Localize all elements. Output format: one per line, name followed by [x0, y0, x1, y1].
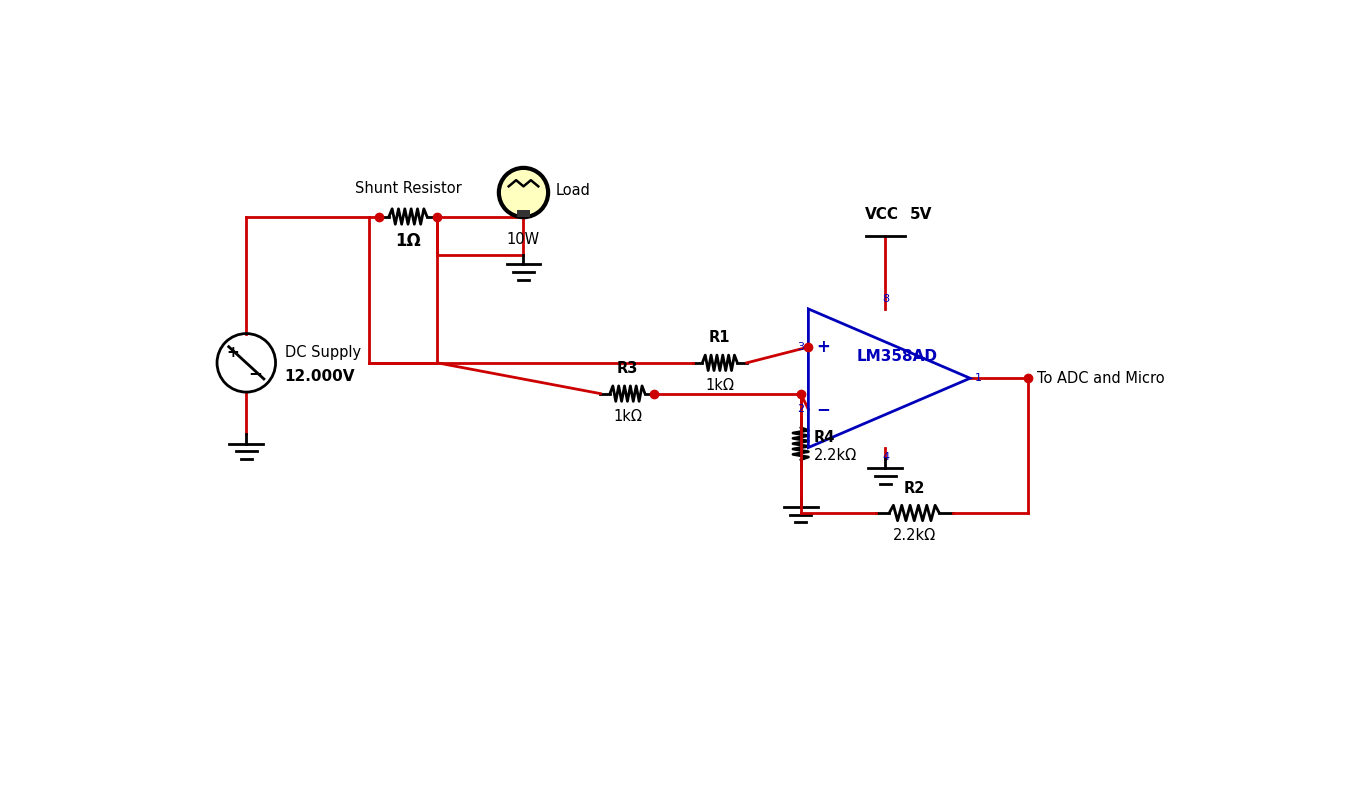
Text: 3: 3	[797, 342, 804, 352]
Text: 2.2kΩ: 2.2kΩ	[892, 528, 936, 544]
Text: 1kΩ: 1kΩ	[612, 409, 642, 424]
Text: LM358AD: LM358AD	[857, 349, 937, 364]
Text: R3: R3	[617, 361, 638, 376]
Text: 4: 4	[883, 452, 889, 462]
Text: +: +	[227, 345, 239, 360]
Text: +: +	[816, 338, 830, 356]
Text: −: −	[816, 400, 830, 418]
Text: 1: 1	[975, 373, 982, 383]
Text: Load: Load	[555, 183, 591, 198]
Text: VCC: VCC	[865, 207, 899, 222]
Text: 1kΩ: 1kΩ	[705, 379, 735, 393]
Text: 12.000V: 12.000V	[285, 369, 356, 384]
Text: R1: R1	[709, 330, 731, 345]
Circle shape	[498, 168, 549, 217]
Text: To ADC and Micro: To ADC and Micro	[1038, 371, 1165, 386]
Text: 2.2kΩ: 2.2kΩ	[813, 448, 857, 463]
Text: −: −	[249, 364, 262, 382]
Text: 1Ω: 1Ω	[395, 232, 421, 250]
Text: 8: 8	[883, 294, 889, 304]
Text: 10W: 10W	[507, 232, 540, 247]
Text: 2: 2	[797, 404, 804, 414]
Text: DC Supply: DC Supply	[285, 345, 361, 360]
Bar	[516, 210, 531, 217]
Text: 5V: 5V	[910, 207, 933, 222]
Text: Shunt Resistor: Shunt Resistor	[354, 181, 462, 196]
Text: R2: R2	[903, 481, 925, 496]
Text: R4: R4	[813, 430, 835, 445]
